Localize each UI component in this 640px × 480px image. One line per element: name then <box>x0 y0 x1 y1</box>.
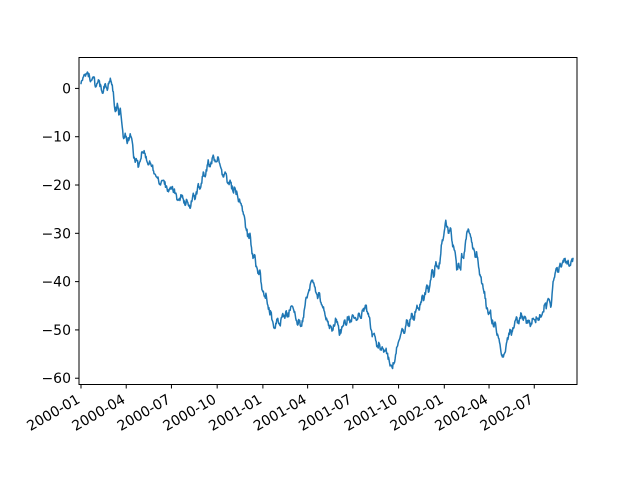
data-series <box>80 71 574 370</box>
plot-border <box>78 57 578 385</box>
y-tick-label: −50 <box>41 323 71 339</box>
y-tick-label: −30 <box>41 226 71 242</box>
plot-area <box>78 57 578 385</box>
y-tick-label: −10 <box>41 130 71 146</box>
y-axis-ticks: 0 −10 −20 −30 −40 −50 −60 <box>41 81 79 387</box>
x-axis-ticks: 2000-012000-042000-072000-102001-012001-… <box>24 384 536 435</box>
y-tick-label: −20 <box>41 178 71 194</box>
y-tick-label: −60 <box>41 371 71 387</box>
data-line-cumulative-random-walk <box>80 71 574 370</box>
y-tick-label: −40 <box>41 275 71 291</box>
y-tick-label: 0 <box>62 81 71 97</box>
